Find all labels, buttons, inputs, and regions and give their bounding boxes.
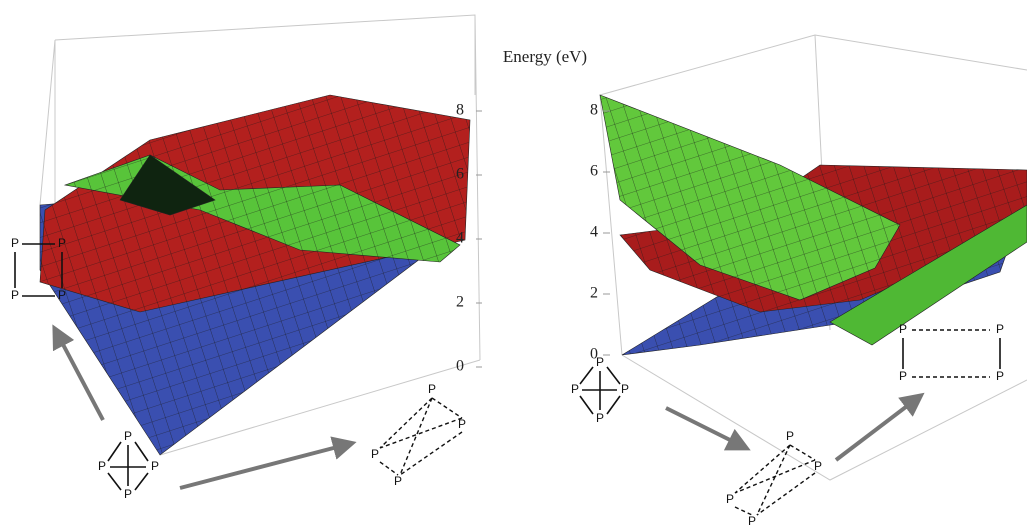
atom-label: P <box>11 288 19 302</box>
left-box <box>39 14 481 456</box>
atom-label: P <box>814 459 822 473</box>
atom-label: P <box>596 355 604 369</box>
atom-label: P <box>124 487 132 501</box>
atom-label: P <box>98 459 106 473</box>
atom-label: P <box>899 322 907 336</box>
atom-label: P <box>726 492 734 506</box>
atom-label: P <box>996 322 1004 336</box>
atom-label: P <box>899 369 907 383</box>
atom-label: P <box>748 514 756 528</box>
axis-label: Energy (eV) <box>503 47 587 66</box>
bonds <box>14 243 1001 516</box>
atom-label: P <box>571 382 579 396</box>
atom-label: P <box>458 417 466 431</box>
atom-label: P <box>786 429 794 443</box>
atom-label: P <box>996 369 1004 383</box>
atom-label: P <box>621 382 629 396</box>
left-surfaces <box>39 94 471 456</box>
z-tick-label: 8 <box>590 102 598 119</box>
atom-label: P <box>428 382 436 396</box>
atom-label: P <box>124 429 132 443</box>
z-tick-label: 2 <box>590 285 598 302</box>
z-tick-label: 0 <box>456 358 464 375</box>
atom-label: P <box>11 236 19 250</box>
z-tick-label: 4 <box>456 230 464 247</box>
atom-label: P <box>151 459 159 473</box>
z-tick-label: 4 <box>590 224 598 241</box>
z-tick-label: 6 <box>456 166 464 183</box>
atom-label: P <box>58 288 66 302</box>
atom-label: P <box>58 236 66 250</box>
atom-label: P <box>371 447 379 461</box>
atom-label: P <box>394 474 402 488</box>
z-tick-label: 2 <box>456 294 464 311</box>
atom-label: P <box>596 411 604 425</box>
z-tick-label: 8 <box>456 102 464 119</box>
right-surfaces <box>599 94 1027 356</box>
z-tick-label: 6 <box>590 163 598 180</box>
arrows <box>52 324 925 490</box>
z-tick-label: 0 <box>590 346 598 363</box>
